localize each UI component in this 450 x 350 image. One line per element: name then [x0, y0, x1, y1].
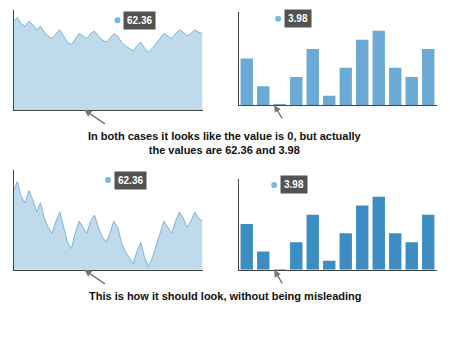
svg-text:This is how it should look, wi: This is how it should look, without bein… — [89, 290, 362, 302]
svg-text:62.36: 62.36 — [118, 175, 143, 186]
svg-text:3.98: 3.98 — [284, 179, 304, 190]
svg-text:3.98: 3.98 — [288, 13, 308, 24]
svg-text:62.36: 62.36 — [127, 15, 152, 26]
svg-text:In both cases it looks like th: In both cases it looks like the value is… — [88, 130, 362, 156]
